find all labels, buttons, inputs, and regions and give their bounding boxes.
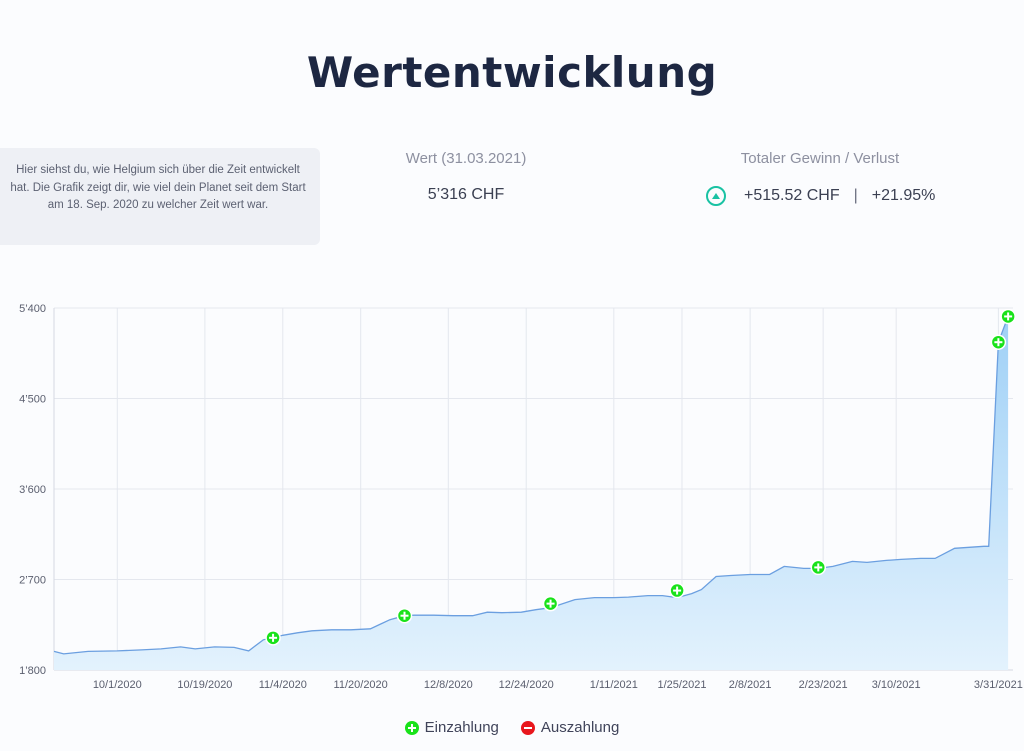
chart-legend: Einzahlung Auszahlung xyxy=(0,719,1024,736)
value-chart: 1’800 2’700 3’600 4’500 5’400 10/1/2020 10/19/… xyxy=(19,303,1023,691)
deposit-marker[interactable] xyxy=(669,582,685,599)
info-box: Hier siehst du, wie Helgium sich über di… xyxy=(0,148,320,245)
deposit-marker[interactable] xyxy=(1000,308,1016,325)
gain-percent: +21.95% xyxy=(871,187,936,204)
x-tick-label: 11/20/2020 xyxy=(334,679,388,691)
value-amount: 5’316 CHF xyxy=(427,186,505,203)
legend-withdrawal-label: Auszahlung xyxy=(540,719,620,736)
legend-deposit[interactable]: Einzahlung xyxy=(404,719,499,736)
minus-circle-icon xyxy=(520,720,535,735)
arrow-up-circle-icon xyxy=(706,186,726,206)
gain-separator: | xyxy=(853,187,858,204)
x-tick-label: 3/10/2021 xyxy=(872,679,921,691)
x-tick-label: 12/8/2020 xyxy=(424,679,473,691)
x-tick-label: 1/25/2021 xyxy=(658,679,707,691)
legend-withdrawal[interactable]: Auszahlung xyxy=(520,719,620,736)
x-tick-label: 2/8/2021 xyxy=(729,679,772,691)
gain-row: +515.52 CHF | +21.95% xyxy=(706,184,935,208)
x-tick-label: 3/31/2021 xyxy=(974,679,1023,691)
y-tick-label: 1’800 xyxy=(19,665,46,677)
x-tick-label: 10/19/2020 xyxy=(177,679,232,691)
deposit-marker[interactable] xyxy=(542,595,559,612)
x-tick-label: 1/11/2021 xyxy=(590,679,638,691)
x-tick-label: 11/4/2020 xyxy=(259,679,307,691)
deposit-marker[interactable] xyxy=(396,607,413,624)
plus-circle-icon xyxy=(404,720,419,735)
x-tick-label: 2/23/2021 xyxy=(799,679,848,691)
deposit-marker[interactable] xyxy=(990,334,1007,350)
info-text: Hier siehst du, wie Helgium sich über di… xyxy=(10,164,306,211)
legend-deposit-label: Einzahlung xyxy=(424,719,499,736)
page-title: Wertentwicklung xyxy=(306,48,718,97)
gain-chf: +515.52 CHF xyxy=(744,187,840,204)
x-tick-label: 12/24/2020 xyxy=(499,679,554,691)
gain-label: Totaler Gewinn / Verlust xyxy=(740,150,900,167)
value-area xyxy=(54,316,1009,670)
value-label: Wert (31.03.2021) xyxy=(405,150,527,167)
deposit-marker[interactable] xyxy=(810,559,827,576)
y-tick-label: 5’400 xyxy=(19,303,46,315)
x-tick-label: 10/1/2020 xyxy=(93,679,142,691)
y-tick-label: 2’700 xyxy=(19,575,46,587)
y-tick-label: 4’500 xyxy=(19,394,46,406)
deposit-marker[interactable] xyxy=(265,630,281,646)
y-tick-label: 3’600 xyxy=(19,484,46,496)
